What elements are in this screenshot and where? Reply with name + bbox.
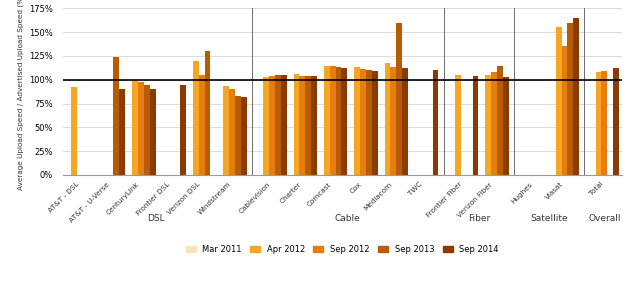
Bar <box>235 96 241 175</box>
Bar <box>281 75 286 175</box>
Bar <box>354 67 360 175</box>
Bar <box>573 18 579 175</box>
Text: DSL: DSL <box>147 214 165 223</box>
Bar <box>396 23 402 175</box>
Bar <box>497 65 503 175</box>
Bar <box>503 77 509 175</box>
Bar <box>193 61 198 175</box>
Bar <box>455 75 461 175</box>
Legend: Mar 2011, Apr 2012, Sep 2012, Sep 2013, Sep 2014: Mar 2011, Apr 2012, Sep 2012, Sep 2013, … <box>182 241 502 257</box>
Bar <box>402 68 408 175</box>
Bar <box>311 76 317 175</box>
Bar <box>114 57 119 175</box>
Bar <box>149 89 156 175</box>
Bar <box>485 75 491 175</box>
Bar <box>132 80 138 175</box>
Bar <box>72 87 77 175</box>
Bar <box>335 67 342 175</box>
Bar <box>138 82 144 175</box>
Bar <box>300 76 305 175</box>
Bar <box>198 75 205 175</box>
Bar <box>384 63 391 175</box>
Bar <box>180 85 186 175</box>
Bar <box>241 97 247 175</box>
Bar <box>229 89 235 175</box>
Bar <box>433 70 438 175</box>
Text: Fiber: Fiber <box>468 214 490 223</box>
Bar <box>372 71 377 175</box>
Bar <box>595 72 602 175</box>
Bar <box>275 75 281 175</box>
Bar <box>360 69 366 175</box>
Bar <box>491 72 497 175</box>
Bar <box>366 70 372 175</box>
Bar <box>561 47 567 175</box>
Text: Overall: Overall <box>588 214 620 223</box>
Bar <box>293 74 300 175</box>
Bar <box>472 76 479 175</box>
Bar <box>602 71 607 175</box>
Bar <box>613 68 619 175</box>
Text: Satellite: Satellite <box>531 214 568 223</box>
Bar <box>330 67 335 175</box>
Bar <box>305 76 311 175</box>
Bar <box>119 89 125 175</box>
Y-axis label: Average Upload Speed / Advertised Upload Speed (%): Average Upload Speed / Advertised Upload… <box>17 0 24 190</box>
Bar <box>324 65 330 175</box>
Bar <box>391 67 396 175</box>
Bar <box>144 85 149 175</box>
Bar <box>223 86 229 175</box>
Bar <box>205 51 210 175</box>
Bar <box>556 27 561 175</box>
Bar <box>342 68 347 175</box>
Bar <box>263 77 269 175</box>
Bar <box>567 23 573 175</box>
Text: Cable: Cable <box>335 214 360 223</box>
Bar <box>269 76 275 175</box>
